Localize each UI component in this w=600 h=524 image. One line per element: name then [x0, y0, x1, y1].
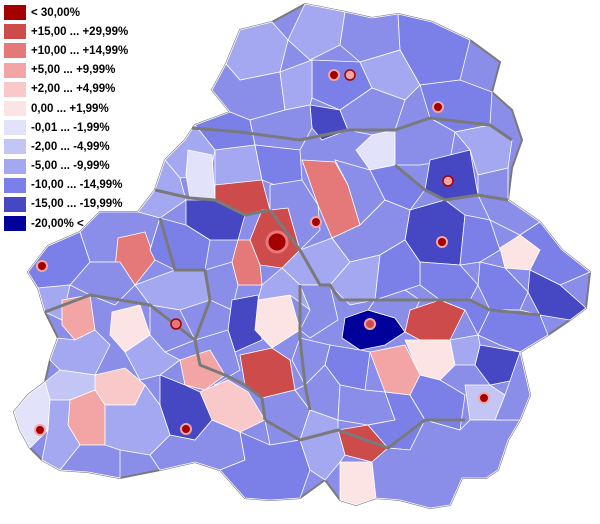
- district: [227, 294, 263, 353]
- country-map: [12, 2, 592, 510]
- city-marker: [310, 216, 322, 228]
- legend-label: -0,01 ... -1,99%: [31, 121, 110, 134]
- region-border: [154, 188, 271, 217]
- district: [219, 431, 311, 501]
- legend-label: +5,00 ... +9,99%: [31, 64, 116, 77]
- legend-row: -20,00% <: [4, 214, 164, 233]
- legend-swatch: [4, 24, 26, 40]
- region-border: [394, 163, 509, 202]
- legend-label: -2,00 ... -4,99%: [31, 140, 110, 153]
- legend-label: +15,00 ... +29,99%: [31, 25, 129, 38]
- legend-label: 0,00 ... +1,99%: [31, 102, 109, 115]
- legend-row: +2,00 ... +4,99%: [4, 80, 164, 99]
- legend-label: +10,00 ... +14,99%: [31, 44, 129, 57]
- legend-swatch: [4, 81, 26, 97]
- legend-row: +10,00 ... +14,99%: [4, 41, 164, 60]
- city-marker: [34, 424, 46, 436]
- legend-swatch: [4, 196, 26, 212]
- district: [371, 419, 521, 509]
- capital-marker: [265, 230, 289, 254]
- district: [254, 144, 303, 186]
- district: [185, 149, 216, 201]
- legend-label: -20,00% <: [31, 217, 84, 230]
- legend-swatch: [4, 158, 26, 174]
- legend-row: +15,00 ... +29,99%: [4, 22, 164, 41]
- city-marker: [364, 318, 376, 330]
- district: [59, 444, 121, 479]
- district: [519, 221, 591, 286]
- legend-row: < 30,00%: [4, 3, 164, 22]
- city-marker: [442, 175, 454, 187]
- legend-swatch: [4, 139, 26, 155]
- district: [287, 3, 346, 61]
- city-marker: [36, 260, 48, 272]
- legend-row: -2,00 ... -4,99%: [4, 137, 164, 156]
- district: [477, 309, 549, 353]
- legend: < 30,00% +15,00 ... +29,99% +10,00 ... +…: [4, 3, 164, 233]
- legend-swatch: [4, 120, 26, 136]
- district: [124, 334, 181, 381]
- district: [369, 164, 426, 211]
- city-markers: [34, 69, 490, 436]
- district: [449, 334, 481, 366]
- region-border: [298, 285, 312, 411]
- city-marker: [432, 101, 444, 113]
- legend-swatch: [4, 101, 26, 117]
- legend-swatch: [4, 177, 26, 193]
- legend-row: -5,00 ... -9,99%: [4, 157, 164, 176]
- legend-label: < 30,00%: [31, 6, 80, 19]
- legend-row: +5,00 ... +9,99%: [4, 61, 164, 80]
- district: [299, 409, 346, 481]
- district: [459, 214, 501, 266]
- district: [269, 179, 321, 251]
- district: [41, 399, 81, 471]
- city-marker: [170, 318, 182, 330]
- district: [339, 461, 377, 506]
- district: [179, 349, 226, 391]
- legend-row: -10,00 ... -14,99%: [4, 176, 164, 195]
- district: [279, 59, 313, 111]
- city-marker: [478, 392, 490, 404]
- region-border: [191, 116, 513, 142]
- district: [494, 350, 531, 421]
- legend-swatch: [4, 216, 26, 232]
- legend-swatch: [4, 5, 26, 21]
- district: [359, 49, 421, 101]
- legend-label: -15,00 ... -19,99%: [31, 198, 123, 211]
- city-marker: [436, 236, 448, 248]
- district: [225, 21, 289, 81]
- region-border: [264, 418, 465, 450]
- region-border: [158, 217, 267, 421]
- legend-label: -5,00 ... -9,99%: [31, 160, 110, 173]
- city-marker: [328, 69, 340, 81]
- legend-label: -10,00 ... -14,99%: [31, 179, 123, 192]
- region-borders: [44, 116, 541, 450]
- legend-swatch: [4, 43, 26, 59]
- legend-label: +2,00 ... +4,99%: [31, 83, 116, 96]
- region-border: [268, 209, 541, 317]
- district: [49, 329, 111, 376]
- legend-row: -15,00 ... -19,99%: [4, 195, 164, 214]
- legend-swatch: [4, 62, 26, 78]
- legend-row: -0,01 ... -1,99%: [4, 118, 164, 137]
- city-marker: [180, 423, 192, 435]
- city-marker: [344, 69, 356, 81]
- legend-row: 0,00 ... +1,99%: [4, 99, 164, 118]
